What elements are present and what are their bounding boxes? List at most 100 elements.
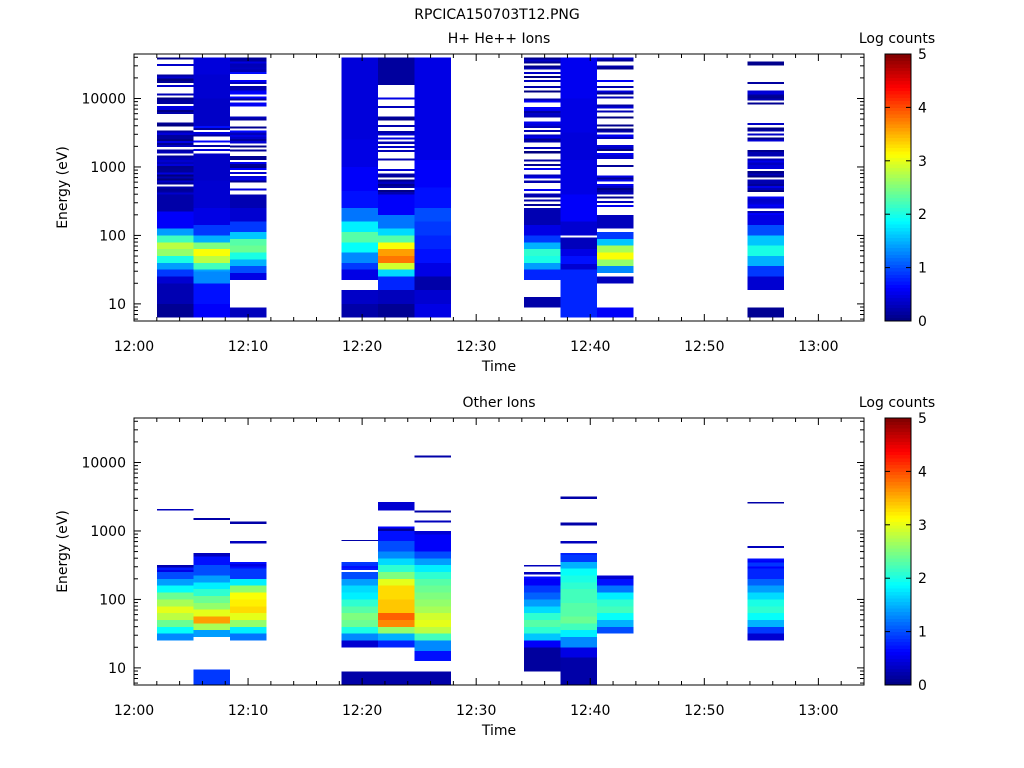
spectrogram-cell [341,567,379,570]
spectrogram-cell [156,174,194,177]
spectrogram-cell [156,239,194,243]
spectrogram-cell [597,200,634,203]
spectrogram-cell [378,629,415,632]
spectrogram-cell [560,602,598,606]
spectrogram-cell [229,241,267,244]
spectrogram-cell [560,239,598,242]
spectrogram-cell [341,59,379,62]
colorbar-segment [885,621,911,626]
spectrogram-cell [560,645,598,648]
spectrogram-cell [414,243,452,246]
spectrogram-cell [378,624,415,627]
spectrogram-cell [597,259,634,262]
spectrogram-cell [414,260,452,263]
spectrogram-cell [560,580,598,583]
spectrogram-cell [597,603,634,607]
spectrogram-cell [524,305,561,308]
spectrogram-cell [341,626,379,630]
spectrogram-cell [414,67,452,70]
spectrogram-cell [747,578,785,582]
spectrogram-cell [524,663,561,666]
spectrogram-cell [193,106,230,110]
spectrogram-cell [747,243,785,246]
spectrogram-cell [560,682,598,685]
spectrogram-cell [378,303,415,306]
spectrogram-cell [341,170,379,173]
spectrogram-cell [378,617,415,620]
spectrogram-cell [156,74,194,77]
spectrogram-cell [747,260,785,263]
spectrogram-cell [378,242,415,245]
spectrogram-cell [597,597,634,600]
spectrogram-cell [229,92,267,95]
spectrogram-cell [524,125,561,128]
spectrogram-cell [560,589,598,592]
spectrogram-cell [341,248,379,251]
spectrogram-cell [229,67,267,70]
spectrogram-cell [747,558,785,561]
spectrogram-cell [193,225,230,228]
spectrogram-cell [560,249,598,252]
spectrogram-cell [193,203,230,206]
spectrogram-cell [341,221,379,224]
spectrogram-cell [560,269,598,272]
spectrogram-cell [156,246,194,250]
spectrogram-cell [414,274,452,277]
spectrogram-cell [414,534,452,537]
spectrogram-cell [341,269,379,272]
spectrogram-cell [156,601,194,604]
spectrogram-cell [524,90,561,93]
spectrogram-cell [378,615,415,618]
spectrogram-cell [747,594,785,598]
spectrogram-cell [156,295,194,298]
colorbar-segment [885,634,911,639]
spectrogram-cell [341,292,379,295]
spectrogram-cell [747,274,785,277]
spectrogram-cell [414,642,452,645]
spectrogram-cell [156,260,194,263]
spectrogram-cell [524,100,561,103]
spectrogram-cell [414,251,452,254]
spectrogram-cell [229,521,267,525]
spectrogram-cell [341,188,379,191]
colorbar-segment [885,64,911,68]
spectrogram-cell [560,84,598,87]
colorbar-segment [885,674,911,679]
spectrogram-cell [193,57,230,60]
spectrogram-cell [414,567,452,570]
spectrogram-cell [524,134,561,137]
spectrogram-cell [597,196,634,199]
spectrogram-cell [229,624,267,627]
colorbar-segment [885,187,911,192]
spectrogram-cell [193,558,230,561]
spectrogram-cell [193,618,230,622]
spectrogram-cell [560,124,598,127]
spectrogram-cell [378,301,415,304]
spectrogram-cell [414,549,452,552]
spectrogram-cell [414,613,452,616]
spectrogram-cell [378,214,415,217]
colorbar-segment [885,247,911,252]
spectrogram-cell [414,560,452,563]
spectrogram-cell [414,284,452,287]
spectrogram-cell [560,208,598,210]
colorbar-segment [885,110,911,115]
spectrogram-cell [560,190,598,193]
spectrogram-cell [193,277,230,280]
spectrogram-cell [229,102,267,105]
colorbar-segment [885,641,911,646]
spectrogram-cell [193,315,230,318]
colorbar-segment [885,297,911,302]
spectrogram-cell [747,626,785,630]
colorbar-segment [885,591,911,596]
spectrogram-cell [229,158,267,161]
spectrogram-cell [156,168,194,171]
spectrogram-cell [341,219,379,222]
spectrogram-cell [341,213,379,216]
spectrogram-cell [378,504,415,507]
spectrogram-cell [229,257,267,260]
spectrogram-cell [193,72,230,75]
spectrogram-cell [378,597,415,600]
spectrogram-cell [341,624,379,627]
spectrogram-cell [414,181,452,184]
